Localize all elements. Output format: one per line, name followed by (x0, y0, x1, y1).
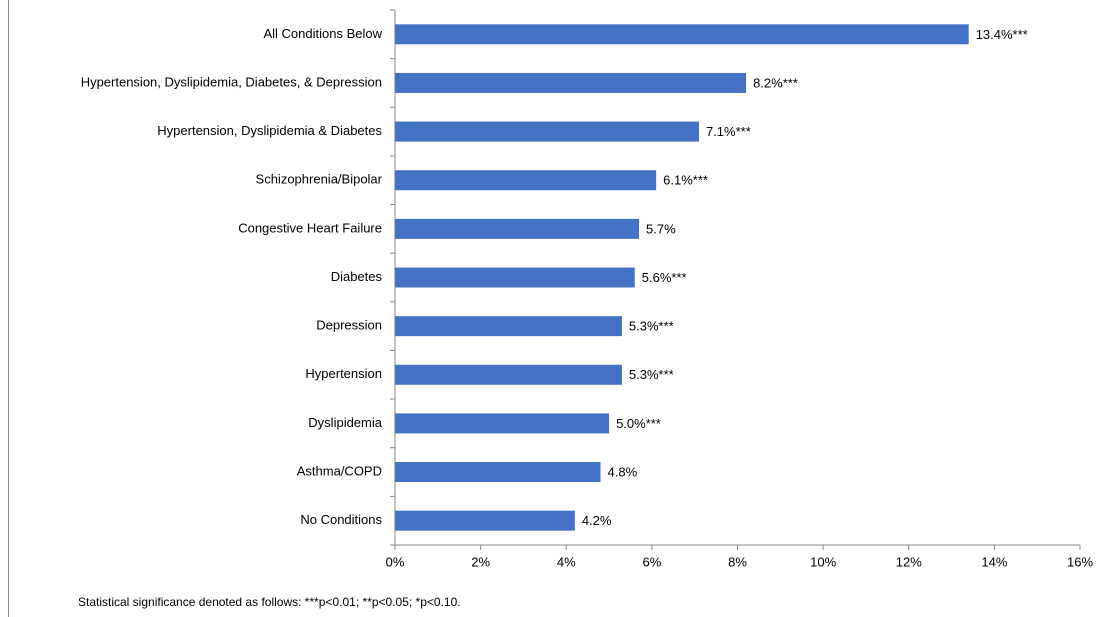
bar (395, 316, 622, 337)
y-tick-label: Hypertension (305, 366, 382, 381)
bar (395, 121, 699, 142)
x-tick-label: 2% (471, 554, 490, 569)
bar (395, 267, 635, 288)
y-tick-label: Diabetes (331, 269, 383, 284)
footnote: Statistical significance denoted as foll… (78, 595, 461, 609)
bar (395, 364, 622, 385)
value-label: 5.3%*** (629, 367, 674, 382)
value-label: 5.7% (646, 221, 676, 236)
bar (395, 218, 640, 239)
bar (395, 24, 969, 45)
y-tick-label: Depression (316, 318, 382, 333)
value-label: 4.2% (582, 513, 612, 528)
bar (395, 413, 610, 434)
x-tick-label: 14% (981, 554, 1007, 569)
y-tick-label: Schizophrenia/Bipolar (256, 172, 383, 187)
value-label: 5.3%*** (629, 319, 674, 334)
y-tick-label: Hypertension, Dyslipidemia, Diabetes, & … (81, 74, 382, 89)
bar (395, 170, 657, 191)
value-label: 5.6%*** (642, 270, 687, 285)
x-tick-label: 16% (1067, 554, 1093, 569)
value-label: 6.1%*** (663, 173, 708, 188)
y-tick-label: No Conditions (300, 512, 382, 527)
value-label: 8.2%*** (753, 75, 798, 90)
bar (395, 462, 601, 483)
x-tick-label: 12% (896, 554, 922, 569)
y-tick-label: All Conditions Below (263, 26, 382, 41)
x-tick-label: 6% (642, 554, 661, 569)
x-tick-label: 10% (810, 554, 836, 569)
bar (395, 72, 747, 93)
value-label: 4.8% (608, 464, 638, 479)
value-label: 7.1%*** (706, 124, 751, 139)
bar (395, 510, 575, 531)
value-label: 13.4%*** (976, 27, 1028, 42)
y-tick-label: Congestive Heart Failure (238, 220, 382, 235)
y-tick-label: Dyslipidemia (308, 415, 382, 430)
x-tick-label: 0% (386, 554, 405, 569)
y-tick-label: Asthma/COPD (297, 463, 382, 478)
x-tick-label: 8% (728, 554, 747, 569)
y-tick-label: Hypertension, Dyslipidemia & Diabetes (157, 123, 382, 138)
x-tick-label: 4% (557, 554, 576, 569)
value-label: 5.0%*** (616, 416, 661, 431)
